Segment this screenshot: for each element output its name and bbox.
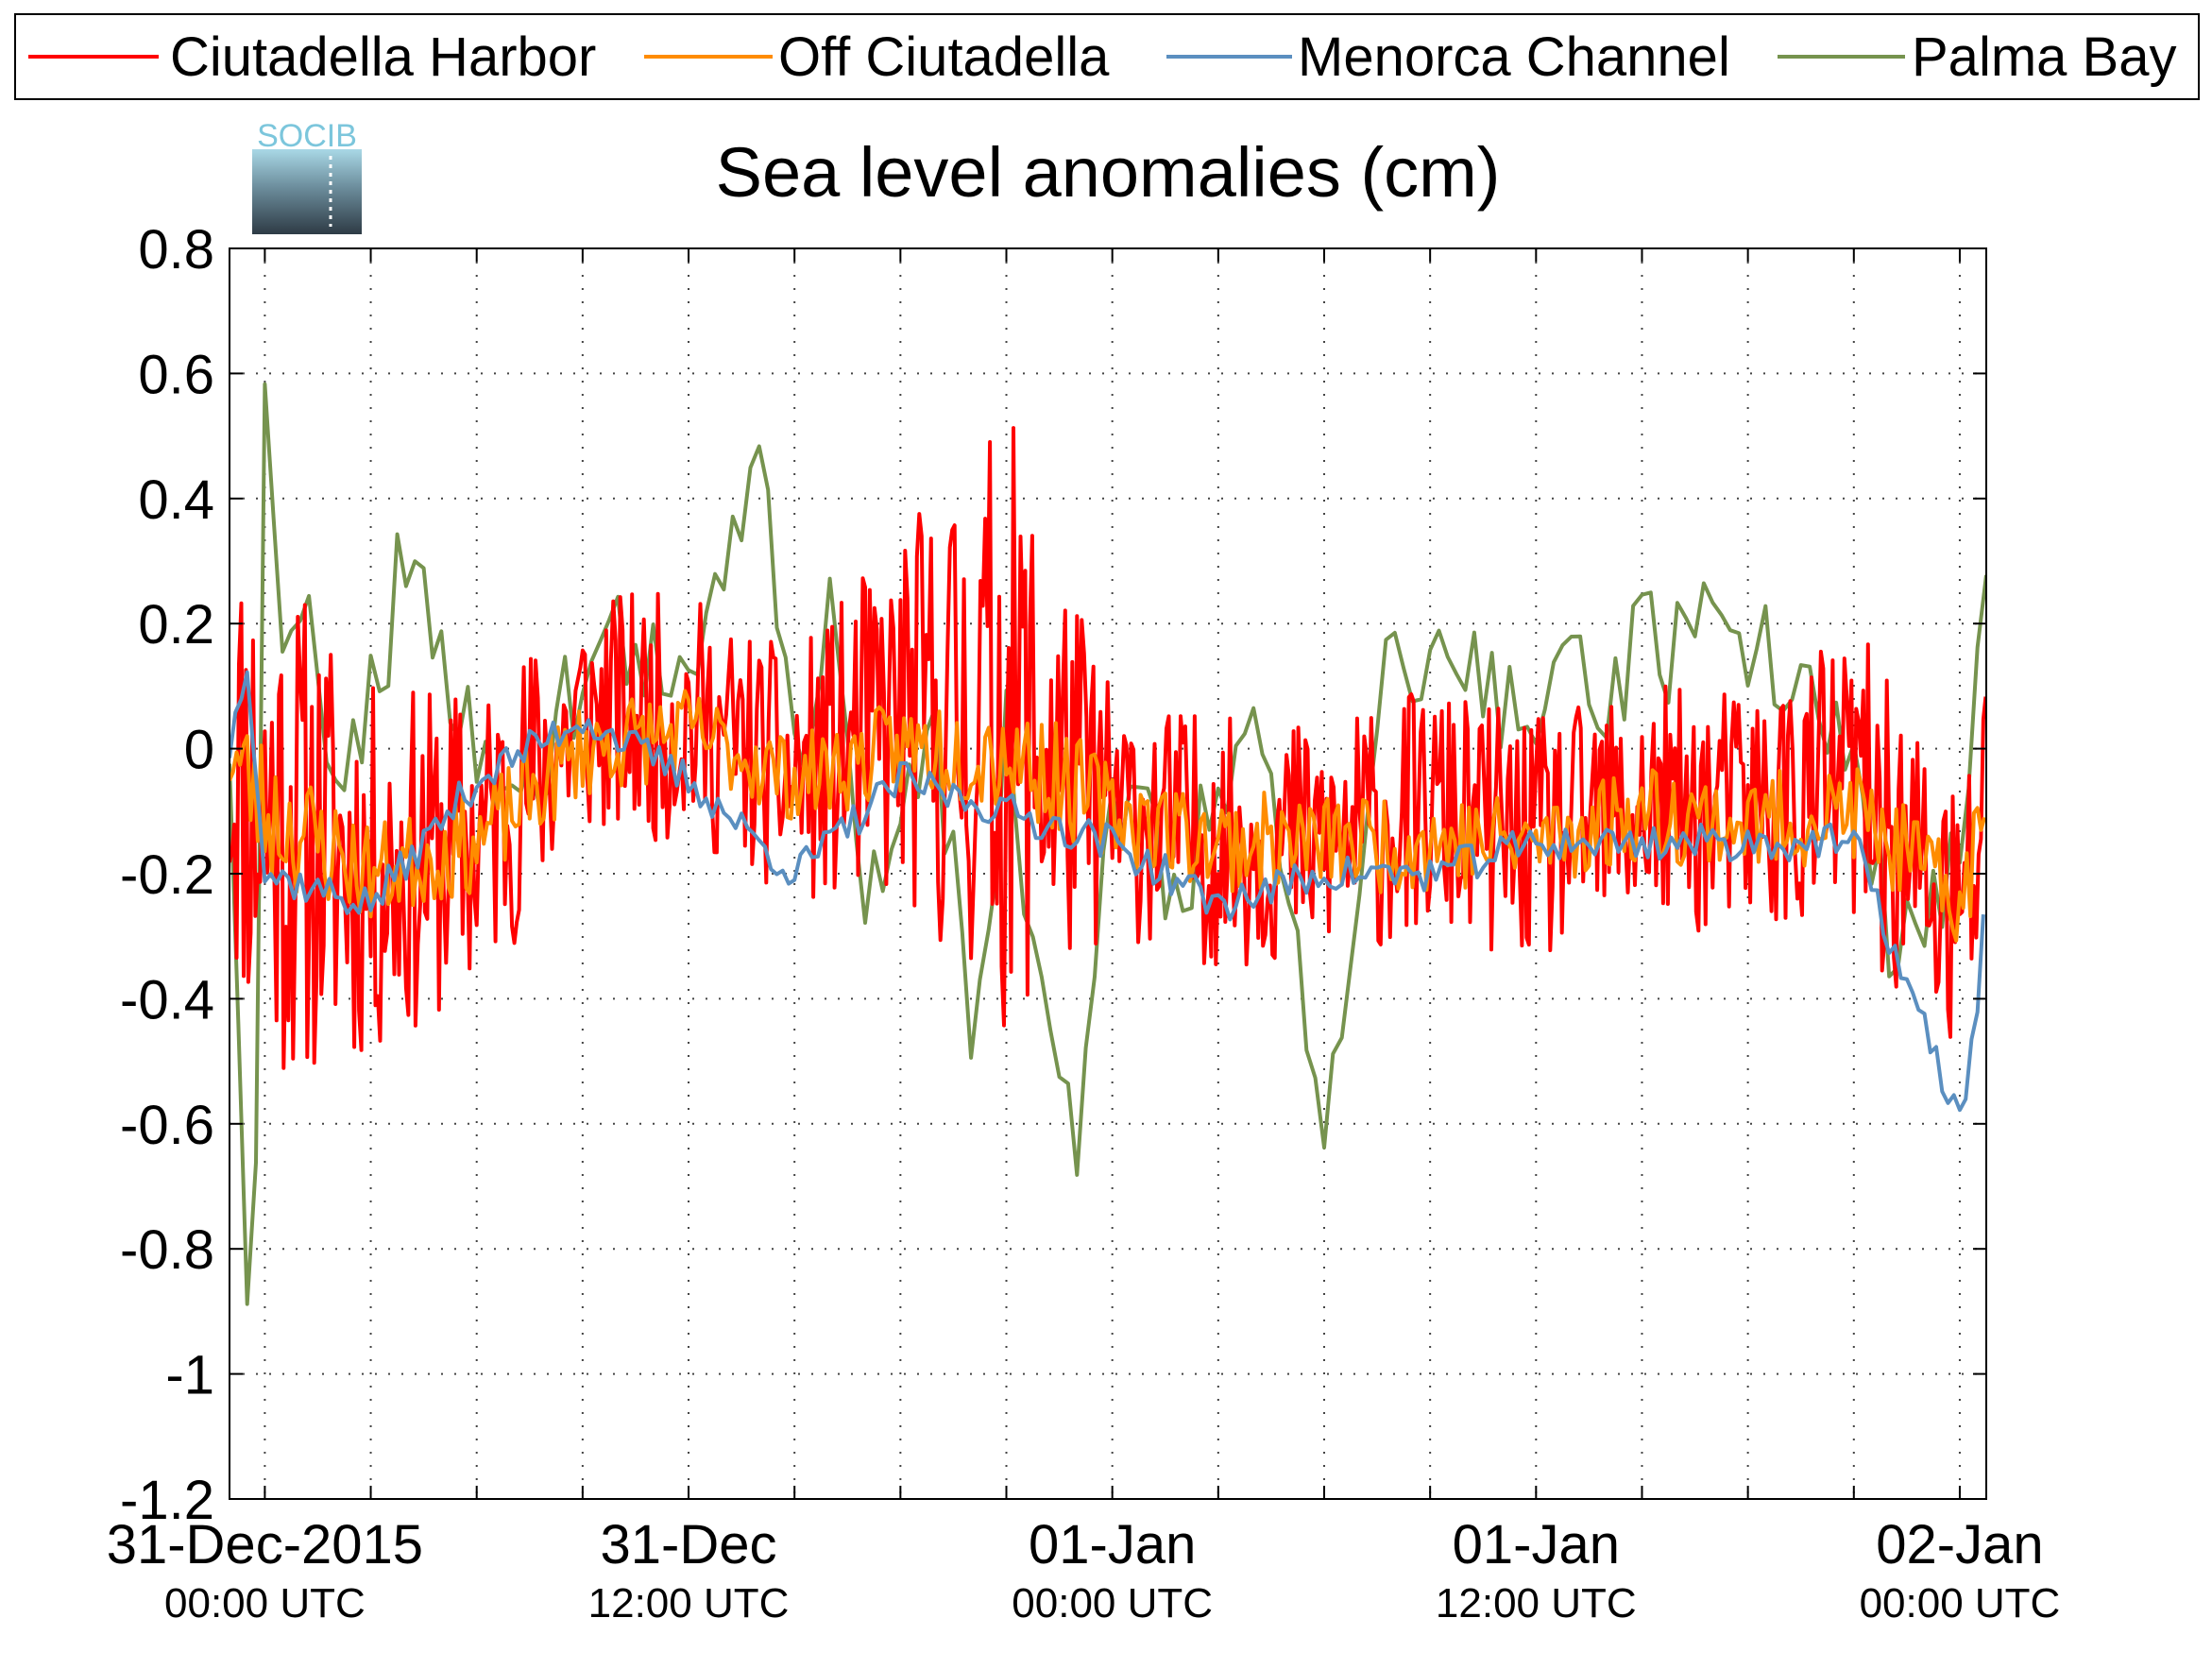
socib-logo-mark [252,149,362,234]
x-tick-label: 01-Jan 12:00 UTC [1436,1514,1637,1626]
y-tick-label: 0.2 [138,594,214,656]
x-tick-label: 31-Dec 12:00 UTC [588,1514,790,1626]
x-tick-time: 00:00 UTC [1860,1580,2061,1626]
x-tick-date: 31-Dec-2015 [107,1514,423,1575]
x-tick-time: 00:00 UTC [1012,1580,1213,1626]
series-line-ciutadella-harbor [230,426,1986,1070]
legend-entry-off-ciutadella: Off Ciutadella [644,26,1110,88]
legend-label-off-ciutadella: Off Ciutadella [778,26,1110,88]
x-tick-time: 00:00 UTC [164,1580,366,1626]
legend-entry-ciutadella-harbor: Ciutadella Harbor [28,26,596,88]
y-tick-label: -0.8 [120,1219,214,1281]
y-tick-label: -0.6 [120,1095,214,1156]
legend-label-menorca-channel: Menorca Channel [1298,26,1730,88]
x-tick-label: 01-Jan 00:00 UTC [1012,1514,1213,1626]
socib-logo-text: SOCIB [257,118,357,154]
x-tick-date: 02-Jan [1876,1514,2043,1575]
x-tick-time: 12:00 UTC [1436,1580,1637,1626]
legend-label-palma-bay: Palma Bay [1912,26,2176,88]
x-tick-date: 01-Jan [1453,1514,1620,1575]
series-layer [230,382,1986,1306]
x-tick-label: 31-Dec-2015 00:00 UTC [107,1514,423,1626]
legend: Ciutadella Harbor Off Ciutadella Menorca… [14,13,2200,100]
x-tick-date: 31-Dec [601,1514,777,1575]
chart-title: Sea level anomalies (cm) [716,133,1501,212]
x-tick-time: 12:00 UTC [588,1580,790,1626]
x-tick-label: 02-Jan 00:00 UTC [1860,1514,2061,1626]
legend-entry-palma-bay: Palma Bay [1778,26,2176,88]
legend-entry-menorca-channel: Menorca Channel [1166,26,1730,88]
x-tick-date: 01-Jan [1029,1514,1196,1575]
socib-logo: SOCIB [252,118,362,234]
y-axis: 0.8 0.6 0.4 0.2 0 -0.2 -0.4 -0.6 -0.8 -1 -1.2 [120,219,214,1531]
series-line-menorca-channel [230,670,1985,1113]
tick-marks [230,247,1986,1500]
y-tick-label: 0.8 [138,219,214,281]
y-tick-label: 0 [184,720,214,781]
y-tick-label: -1 [165,1345,214,1406]
y-tick-label: 0.4 [138,469,214,531]
y-tick-label: -1.2 [120,1470,214,1531]
series-line-off-ciutadella [230,689,1986,943]
y-tick-label: 0.6 [138,344,214,405]
y-tick-label: -0.2 [120,844,214,906]
legend-label-ciutadella-harbor: Ciutadella Harbor [170,26,596,88]
y-tick-label: -0.4 [120,969,214,1030]
